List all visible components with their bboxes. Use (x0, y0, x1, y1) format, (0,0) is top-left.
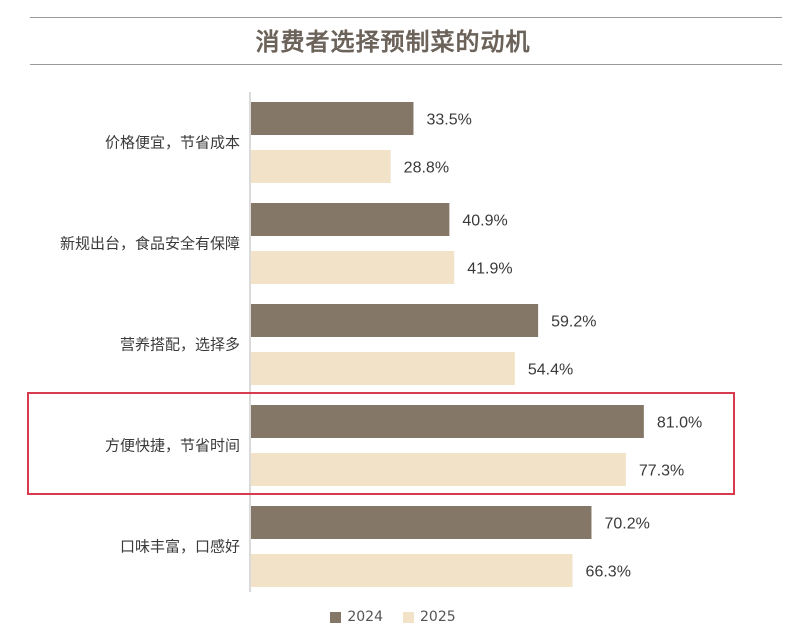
category-label: 方便快捷，节省时间 (105, 437, 240, 455)
category-label: 口味丰富，口感好 (120, 538, 240, 556)
data-label-2024: 33.5% (426, 112, 471, 129)
bar-2024 (251, 102, 414, 135)
bar-2025 (251, 150, 391, 183)
data-label-2025: 66.3% (586, 564, 631, 581)
legend-item-2024: 2024 (330, 609, 383, 625)
category-label: 价格便宜，节省成本 (105, 134, 240, 152)
data-label-2024: 81.0% (657, 415, 702, 432)
data-label-2025: 41.9% (467, 261, 512, 278)
data-label-2025: 54.4% (528, 362, 573, 379)
legend-label-2025: 2025 (420, 609, 456, 625)
legend-label-2024: 2024 (347, 609, 383, 625)
bar-2025 (251, 554, 573, 587)
data-label-2024: 59.2% (551, 314, 596, 331)
chart-title: 消费者选择预制菜的动机 (255, 28, 531, 56)
legend-swatch-2024 (330, 611, 342, 623)
title-top-rule (30, 17, 782, 18)
bar-2025 (251, 251, 455, 284)
legend-item-2025: 2025 (403, 609, 456, 625)
category-label: 营养搭配，选择多 (120, 336, 240, 354)
title-bottom-rule (30, 64, 782, 65)
bar-2025 (251, 352, 515, 385)
category-label: 新规出台，食品安全有保障 (60, 235, 240, 253)
bar-2024 (251, 506, 592, 539)
bar-2024 (251, 203, 450, 236)
data-label-2024: 40.9% (462, 213, 507, 230)
bar-chart: 价格便宜，节省成本 33.5% 28.8% 新规出台，食品安全有保障 40.9% 41.9… (60, 92, 702, 592)
data-label-2025: 77.3% (639, 463, 684, 480)
bar-2024 (251, 405, 644, 438)
highlight-box (27, 392, 735, 495)
data-label-2025: 28.8% (404, 160, 449, 177)
data-label-2024: 70.2% (604, 516, 649, 533)
legend-swatch-2025 (403, 611, 414, 623)
bar-2024 (251, 304, 539, 337)
bar-2025 (251, 453, 626, 486)
legend: 2024 2025 (0, 609, 786, 625)
